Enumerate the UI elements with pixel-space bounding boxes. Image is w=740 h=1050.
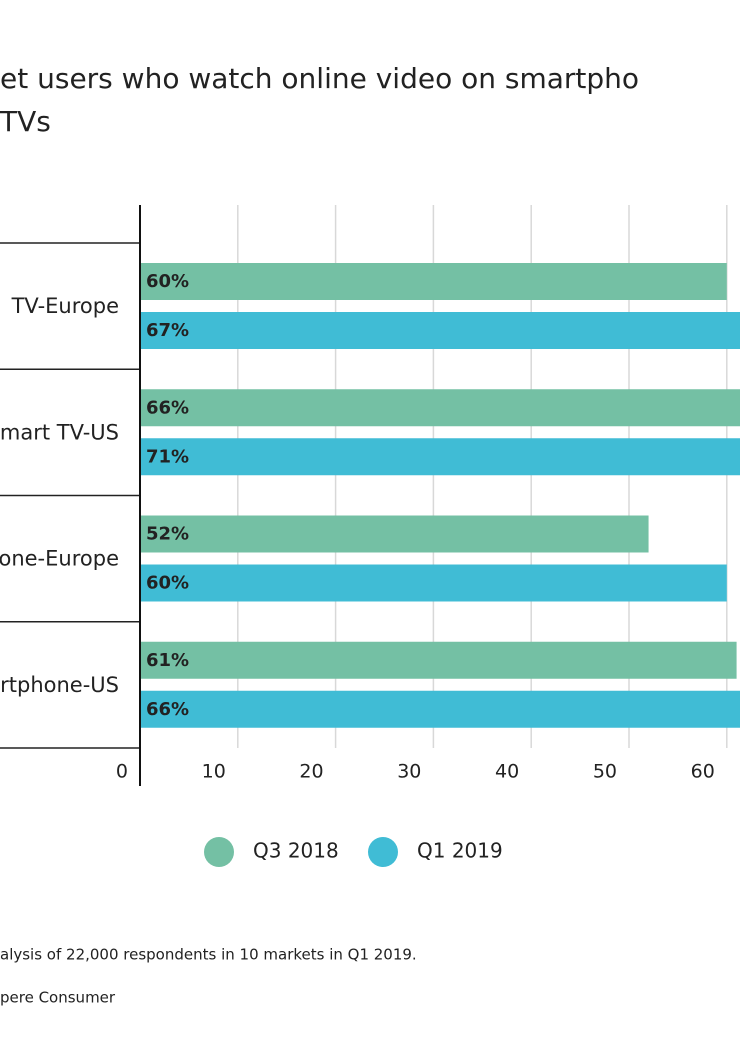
data-label: 66%: [146, 699, 189, 720]
data-label: 61%: [146, 650, 189, 671]
data-label: 66%: [146, 397, 189, 418]
x-tick-label: 60: [691, 761, 715, 783]
data-label: 60%: [146, 271, 189, 292]
x-tick-label: 30: [397, 761, 421, 783]
x-tick-label: 40: [495, 761, 519, 783]
x-tick-label: 10: [202, 761, 226, 783]
legend-label: Q3 2018: [253, 839, 339, 863]
x-tick-label: 20: [299, 761, 323, 783]
bar: [140, 263, 727, 300]
bar: [140, 515, 649, 553]
footnote: alysis of 22,000 respondents in 10 marke…: [0, 946, 417, 964]
bar: [140, 690, 740, 728]
legend-swatch: [204, 837, 234, 867]
x-tick-label: 0: [116, 761, 128, 783]
bar: [140, 641, 737, 679]
data-label: 52%: [146, 524, 189, 545]
chart-title: et users who watch online video on smart…: [0, 62, 639, 95]
y-tick-label: one-Europe: [0, 547, 119, 571]
x-tick-label: 50: [593, 761, 617, 783]
footnote: pere Consumer: [0, 989, 116, 1007]
chart-title: TVs: [0, 105, 51, 138]
bar: [140, 389, 740, 427]
data-label: 71%: [146, 446, 189, 467]
legend-swatch: [368, 837, 398, 867]
bar: [140, 312, 740, 349]
y-tick-label: rtphone-US: [0, 673, 119, 697]
bar: [140, 564, 727, 602]
legend-label: Q1 2019: [417, 839, 503, 863]
data-label: 60%: [146, 573, 189, 594]
bar: [140, 438, 740, 476]
y-tick-label: mart TV-US: [0, 420, 119, 444]
y-tick-label: TV-Europe: [11, 294, 119, 318]
data-label: 67%: [146, 320, 189, 341]
